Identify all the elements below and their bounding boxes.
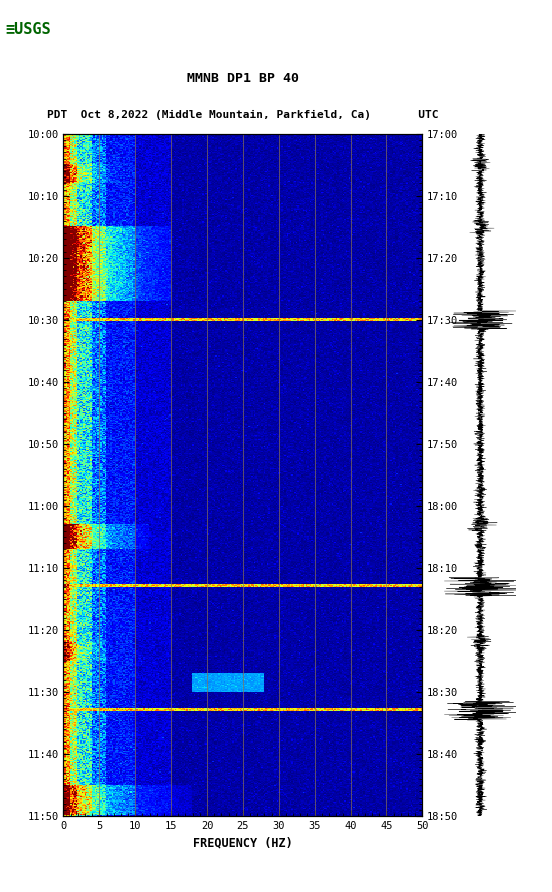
Text: ≡USGS: ≡USGS xyxy=(6,22,51,37)
Text: MMNB DP1 BP 40: MMNB DP1 BP 40 xyxy=(187,71,299,85)
Text: PDT  Oct 8,2022 (Middle Mountain, Parkfield, Ca)       UTC: PDT Oct 8,2022 (Middle Mountain, Parkfie… xyxy=(47,111,439,120)
X-axis label: FREQUENCY (HZ): FREQUENCY (HZ) xyxy=(193,837,293,849)
